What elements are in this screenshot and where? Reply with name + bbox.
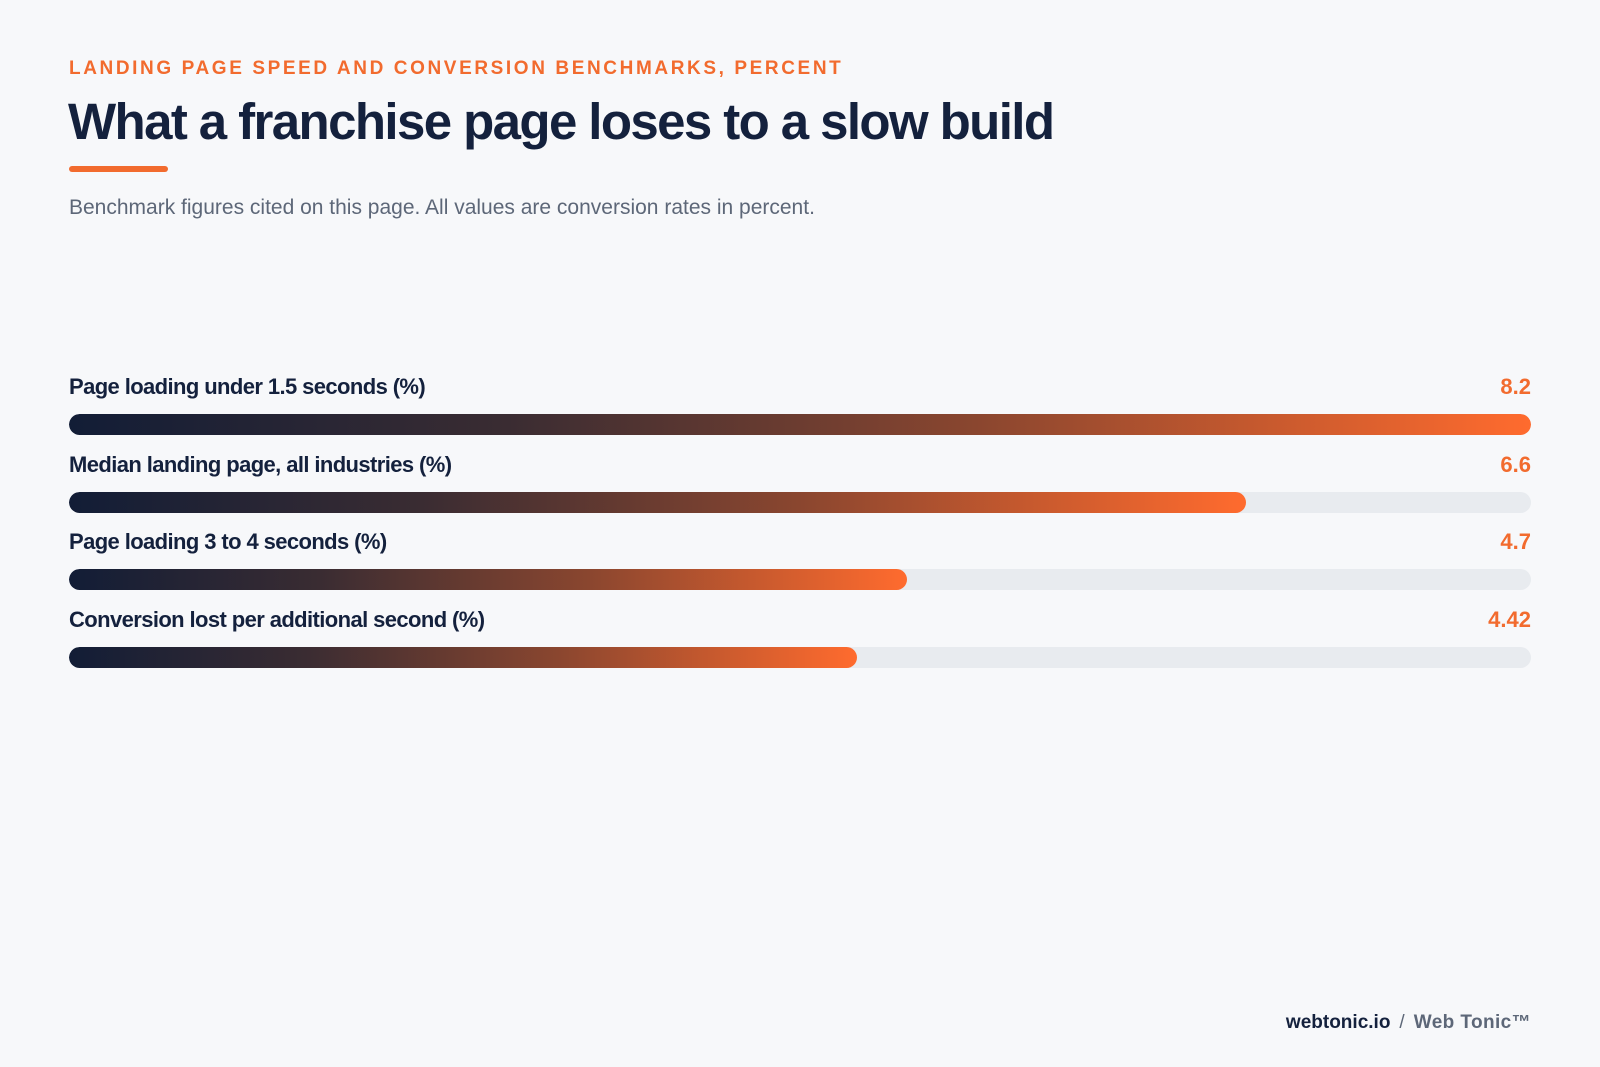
bar-value-label: 4.7 — [1500, 529, 1531, 554]
bar-track — [69, 491, 1531, 513]
bar-row: Conversion lost per additional second (%… — [69, 605, 1531, 683]
chart-title: What a franchise page loses to a slow bu… — [68, 93, 1055, 150]
footer-brand: Web Tonic™ — [1413, 1012, 1531, 1033]
bar — [69, 569, 907, 590]
footer-credit: webtonic.io / Web Tonic™ — [1286, 1012, 1531, 1034]
bar-label: Page loading 3 to 4 seconds (%) — [69, 529, 387, 554]
bar-row: Median landing page, all industries (%) 6… — [69, 450, 1531, 528]
bar-value-label: 6.6 — [1500, 451, 1531, 477]
bar-track — [69, 646, 1531, 668]
bar-track — [69, 569, 1531, 590]
bar-value-label: 4.42 — [1488, 606, 1531, 632]
bar — [69, 646, 858, 668]
bar-row: Page loading 3 to 4 seconds (%) 4.7 — [69, 527, 1531, 605]
chart-subtitle: Benchmark figures cited on this page. Al… — [69, 196, 815, 219]
title-underline — [69, 166, 168, 172]
bar-value-label: 8.2 — [1500, 374, 1531, 399]
bar — [69, 491, 1246, 513]
bar-label: Page loading under 1.5 seconds (%) — [69, 374, 426, 399]
bar-track — [69, 414, 1531, 435]
bar-chart: Page loading under 1.5 seconds (%) 8.2 Med… — [69, 372, 1531, 682]
bar — [69, 414, 1531, 435]
bar-label: Conversion lost per additional second (%… — [69, 606, 485, 632]
bar-row: Page loading under 1.5 seconds (%) 8.2 — [69, 372, 1531, 450]
bar-label: Median landing page, all industries (%) — [69, 451, 452, 477]
chart-eyebrow: LANDING PAGE SPEED AND CONVERSION BENCHM… — [69, 58, 844, 79]
footer-domain: webtonic.io — [1285, 1012, 1391, 1033]
footer-separator: / — [1399, 1012, 1405, 1033]
